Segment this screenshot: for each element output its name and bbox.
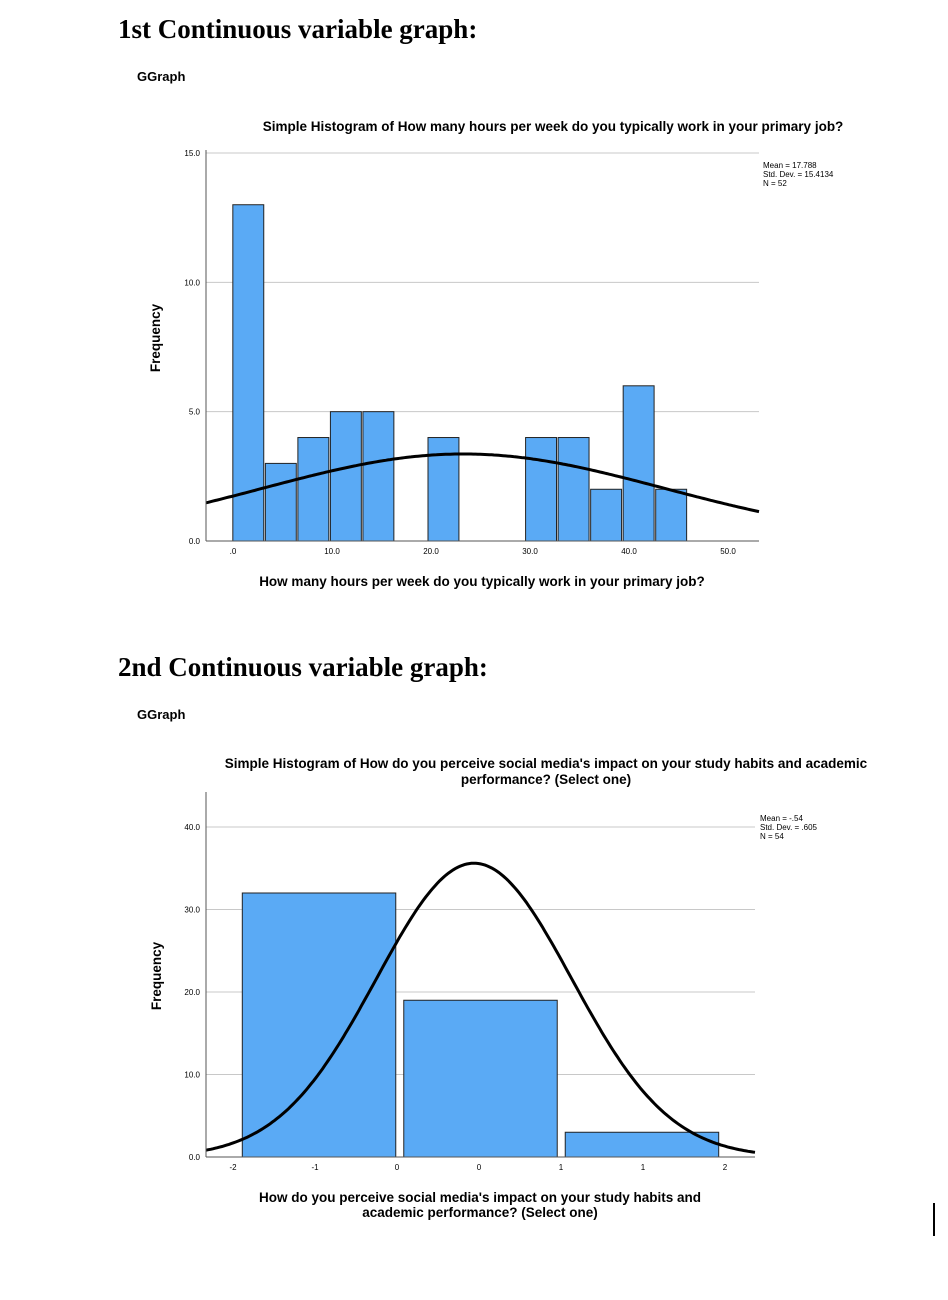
chart2-stat-sd: Std. Dev. = .605 — [760, 823, 818, 832]
c1-histogram-bar — [590, 488, 623, 542]
chart1-x-axis-title: How many hours per week do you typically… — [259, 574, 705, 589]
c1-y-tick-label: 0.0 — [189, 537, 201, 546]
c2-x-tick-label: -2 — [229, 1163, 237, 1172]
c2-y-tick-label: 0.0 — [189, 1153, 201, 1162]
chart1-x-tick-labels: .0 10.0 20.0 30.0 40.0 50.0 — [230, 547, 737, 556]
chart1-title: Simple Histogram of How many hours per w… — [263, 119, 844, 134]
chart2-stat-mean: Mean = -.54 — [760, 814, 803, 823]
chart2-y-axis-title: Frequency — [149, 941, 164, 1010]
chart1-gridlines — [206, 152, 759, 413]
c2-y-tick-label: 40.0 — [184, 823, 200, 832]
chart1-stats-box: Mean = 17.788 Std. Dev. = 15.4134 N = 52 — [763, 161, 834, 188]
c2-x-tick-label: 1 — [641, 1163, 646, 1172]
c1-y-tick-label: 5.0 — [189, 408, 201, 417]
c2-x-tick-label: -1 — [311, 1163, 319, 1172]
c1-y-tick-label: 15.0 — [184, 149, 200, 158]
chart2-normal-curve — [205, 861, 756, 1154]
first-graph-heading: 1st Continuous variable graph: — [118, 14, 478, 44]
chart1-normal-curve — [205, 452, 760, 514]
c2-x-tick-label: 1 — [559, 1163, 564, 1172]
histogram-chart-social-media: Simple Histogram of How do you perceive … — [149, 756, 868, 1220]
chart1-stat-n: N = 52 — [763, 179, 787, 188]
chart1-stat-mean: Mean = 17.788 — [763, 161, 817, 170]
c1-histogram-bar — [329, 411, 362, 542]
c1-x-tick-label: 50.0 — [720, 547, 736, 556]
chart2-title-line-1: Simple Histogram of How do you perceive … — [225, 756, 868, 771]
c2-y-tick-label: 30.0 — [184, 906, 200, 915]
c1-x-tick-label: 10.0 — [324, 547, 340, 556]
c2-y-tick-label: 20.0 — [184, 988, 200, 997]
ggraph-label-1: GGraph — [137, 69, 186, 84]
c2-histogram-bar — [241, 892, 397, 1158]
c2-x-tick-label: 0 — [395, 1163, 400, 1172]
chart2-x-axis-title-line-1: How do you perceive social media's impac… — [259, 1190, 701, 1205]
chart1-y-axis-title: Frequency — [148, 303, 163, 372]
text-cursor — [933, 1203, 935, 1236]
c1-histogram-bar — [622, 385, 655, 542]
histogram-chart-hours: Simple Histogram of How many hours per w… — [148, 119, 844, 589]
second-graph-heading: 2nd Continuous variable graph: — [118, 652, 488, 682]
c2-x-tick-label: 0 — [477, 1163, 482, 1172]
c1-y-tick-label: 10.0 — [184, 278, 200, 287]
chart2-x-tick-labels: -2 -1 0 0 1 1 2 — [229, 1163, 727, 1172]
c1-x-tick-label: 40.0 — [621, 547, 637, 556]
c1-histogram-bar — [525, 437, 558, 542]
chart1-bars — [232, 204, 688, 542]
chart2-stat-n: N = 54 — [760, 832, 784, 841]
c1-x-tick-label: 20.0 — [423, 547, 439, 556]
chart2-x-axis-title-line-2: academic performance? (Select one) — [362, 1205, 598, 1220]
c2-y-tick-label: 10.0 — [184, 1071, 200, 1080]
c1-histogram-bar — [297, 437, 330, 542]
ggraph-label-2: GGraph — [137, 707, 186, 722]
c2-histogram-bar — [403, 999, 558, 1158]
c1-histogram-bar — [232, 204, 265, 542]
c1-x-tick-label: .0 — [230, 547, 237, 556]
chart2-bars — [241, 892, 720, 1158]
chart2-stats-box: Mean = -.54 Std. Dev. = .605 N = 54 — [760, 814, 818, 841]
chart2-title-line-2: performance? (Select one) — [461, 772, 631, 787]
chart1-y-tick-labels: 0.0 5.0 10.0 15.0 — [184, 149, 200, 546]
c1-histogram-bar — [362, 411, 395, 542]
chart2-y-tick-labels: 0.0 10.0 20.0 30.0 40.0 — [184, 823, 200, 1162]
c1-histogram-bar — [557, 437, 590, 542]
c2-x-tick-label: 2 — [723, 1163, 728, 1172]
c1-histogram-bar — [655, 488, 688, 542]
c2-histogram-bar — [564, 1131, 720, 1158]
c1-histogram-bar — [264, 462, 297, 542]
chart1-stat-sd: Std. Dev. = 15.4134 — [763, 170, 834, 179]
c1-x-tick-label: 30.0 — [522, 547, 538, 556]
